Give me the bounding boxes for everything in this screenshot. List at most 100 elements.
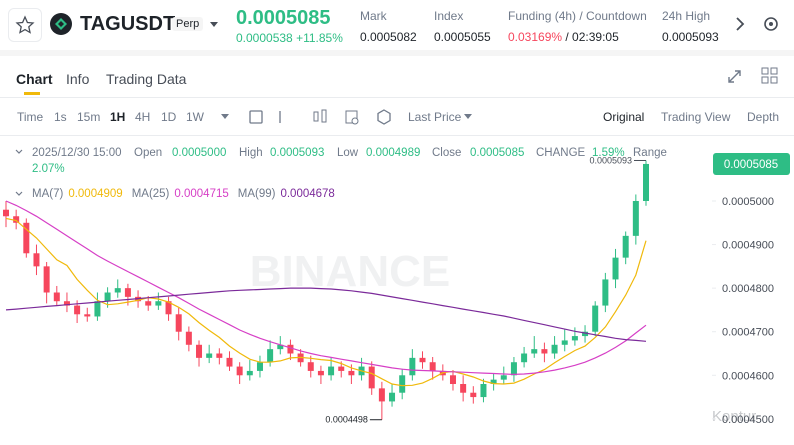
candle-body	[267, 349, 274, 363]
candle-body	[490, 379, 497, 384]
legend-value: 2.07%	[32, 163, 65, 175]
tab[interactable]: Info	[66, 71, 90, 87]
legend-toggle[interactable]	[14, 147, 24, 157]
candle-body	[338, 366, 345, 371]
interval[interactable]: 1W	[186, 110, 204, 124]
ma-name: MA(25)	[131, 188, 170, 200]
legend-value: 0.0004989	[366, 147, 421, 159]
view-option[interactable]: Trading View	[661, 110, 731, 124]
candle-body	[561, 340, 568, 345]
interval[interactable]: 1s	[54, 110, 67, 124]
funding-rate: 0.03169%	[508, 30, 563, 44]
candle-body	[74, 305, 81, 315]
interval[interactable]: 1H	[110, 110, 126, 124]
interval[interactable]: 15m	[77, 110, 101, 124]
ma-name: MA(99)	[237, 188, 276, 200]
candle-body	[236, 366, 243, 376]
candle-body	[348, 370, 355, 376]
legend-label: Open	[134, 147, 163, 159]
layout-icons[interactable]	[726, 66, 786, 86]
next-arrow[interactable]	[732, 14, 748, 34]
price-change: 0.0000538 +11.85%	[236, 31, 343, 45]
candle-body	[43, 266, 50, 293]
candle-body	[541, 349, 548, 354]
divider	[0, 50, 794, 56]
y-tick-label: 0.0004800	[722, 283, 774, 295]
stat-clip: 24h High 0.0005093	[662, 0, 722, 50]
candle-body	[378, 388, 385, 402]
candle-body	[460, 384, 467, 393]
candle-body	[592, 305, 599, 332]
legend-label: Close	[432, 147, 462, 159]
candle-body	[175, 314, 182, 332]
favorite-button[interactable]	[8, 8, 42, 42]
interval[interactable]: 4H	[135, 110, 151, 124]
last-price-label: 0.0005085	[724, 159, 778, 171]
candle-body	[246, 370, 253, 376]
y-tick-label: 0.0004900	[722, 240, 774, 252]
candle-body	[317, 370, 324, 376]
candle-body	[145, 301, 152, 306]
candle-body	[256, 362, 263, 371]
candle-body	[94, 301, 101, 317]
header: TAGUSDT Perp 0.0005085 0.0000538 +11.85%…	[0, 0, 794, 50]
y-tick-label: 0.0004600	[722, 370, 774, 382]
legend-value: 0.0005093	[270, 147, 325, 159]
price-type[interactable]: Last Price	[408, 110, 462, 124]
candle-body	[449, 375, 456, 384]
y-tick-label: 0.0004500	[722, 414, 774, 426]
candle-body	[226, 357, 233, 367]
contract-badge: Perp	[172, 17, 204, 31]
stat-value: 0.03169% / 02:39:05	[508, 30, 619, 44]
star-icon	[15, 15, 35, 34]
candle-body	[531, 349, 538, 354]
view-option[interactable]: Depth	[747, 110, 780, 124]
candle-body	[196, 344, 203, 358]
tool-icons[interactable]	[218, 108, 398, 126]
candle-body	[63, 301, 70, 306]
tab[interactable]: Trading Data	[106, 71, 187, 87]
price-type-caret[interactable]	[462, 111, 474, 123]
y-tick-label: 0.0005000	[722, 196, 774, 208]
candle-body	[622, 235, 629, 258]
legend-value: 0.0005085	[470, 147, 525, 159]
legend-label: CHANGE	[536, 147, 586, 159]
candle-body	[165, 301, 172, 315]
candle-body	[510, 362, 517, 376]
divider	[0, 97, 794, 98]
symbol-dropdown[interactable]	[208, 18, 220, 30]
stat-value: 0.0005055	[434, 30, 491, 44]
tab-indicator	[24, 92, 40, 95]
settings-icon[interactable]	[760, 13, 782, 35]
candle-body	[399, 375, 406, 393]
interval[interactable]: 1D	[161, 110, 177, 124]
candle-body	[429, 362, 436, 371]
high-marker: 0.0005093	[589, 155, 632, 165]
low-marker: 0.0004498	[325, 415, 368, 425]
watermark: BINANCE	[250, 247, 450, 296]
ma-toggle[interactable]	[14, 189, 24, 199]
chart: BINANCE Kontur 0.0005000 0.0004900 0.00048…	[3, 152, 790, 426]
candle-body	[328, 366, 335, 376]
candle-body	[571, 336, 578, 341]
candle-body	[114, 288, 121, 293]
symbol: TAGUSDT	[80, 13, 176, 35]
candle-body	[582, 331, 589, 337]
last-price: 0.0005085	[236, 7, 331, 29]
legend-value: 1.59%	[592, 147, 625, 159]
candle-body	[643, 163, 649, 201]
candle-body	[307, 362, 314, 371]
legend-label: Low	[337, 147, 359, 159]
legend-label: High	[239, 147, 263, 159]
candle-body	[409, 357, 416, 376]
candle-body	[155, 301, 162, 306]
candle-body	[389, 392, 396, 402]
view-option[interactable]: Original	[603, 110, 645, 124]
candle-body	[632, 201, 639, 236]
ma-value: 0.0004678	[280, 188, 335, 200]
change-abs: 0.0000538	[236, 31, 293, 45]
candle-body	[419, 357, 426, 363]
tab[interactable]: Chart	[16, 71, 53, 87]
candle-body	[13, 216, 20, 223]
